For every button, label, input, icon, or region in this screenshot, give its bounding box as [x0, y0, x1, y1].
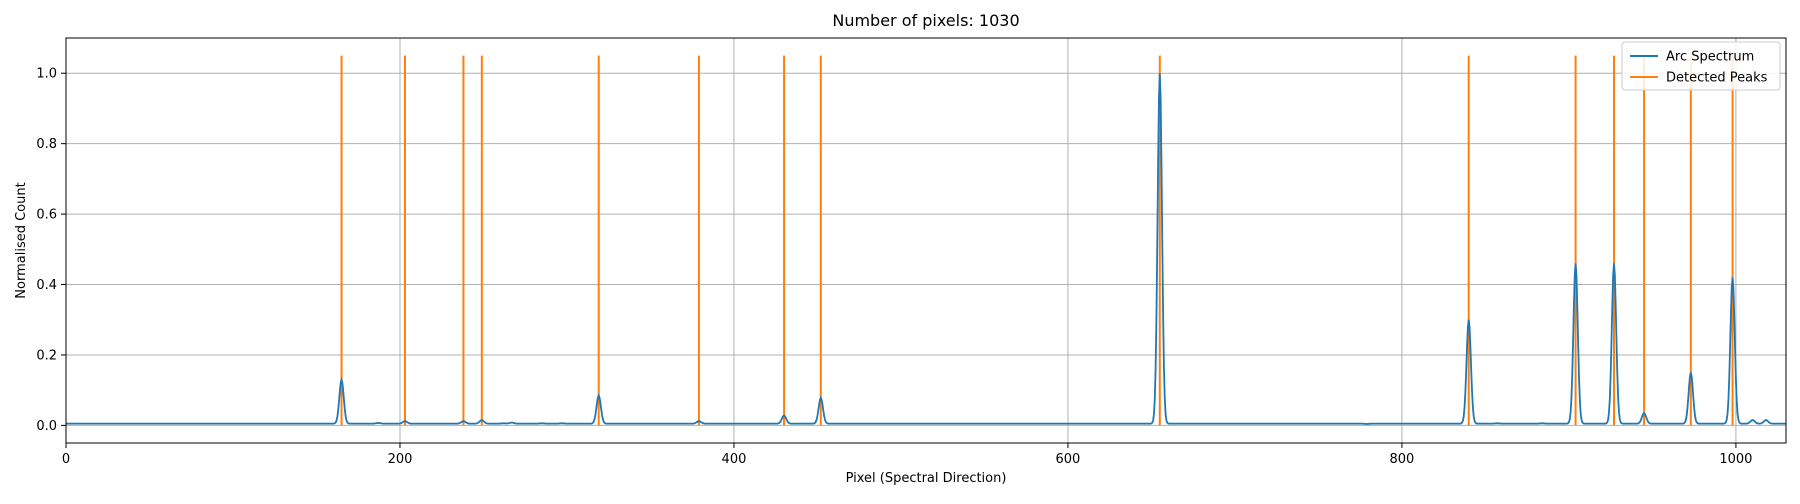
grid-lines: [65, 38, 1786, 443]
y-tick-label: 0.6: [36, 208, 57, 223]
x-tick-label: 800: [1390, 452, 1415, 467]
y-tick-label: 0.0: [36, 419, 57, 434]
axis-ticks: 0 200 400 600 800 1000 0.0 0.2 0.4 0.6 0.8 1.0: [36, 67, 1752, 467]
y-axis-title: Normalised Count: [14, 182, 29, 298]
legend-box: [1621, 41, 1781, 91]
legend-label-detected-peaks: Detected Peaks: [1666, 71, 1768, 86]
x-tick-label: 1000: [1719, 452, 1752, 467]
y-tick-label: 1.0: [36, 67, 57, 82]
x-tick-label: 400: [722, 452, 747, 467]
x-tick-label: 0: [62, 452, 70, 467]
y-tick-label: 0.2: [36, 348, 57, 363]
detected-peaks-series: [340, 55, 1734, 426]
y-tick-label: 0.4: [36, 278, 57, 293]
plot-frame: [65, 37, 1787, 444]
legend: Arc Spectrum Detected Peaks: [1621, 41, 1781, 91]
x-axis-title: Pixel (Spectral Direction): [846, 471, 1007, 486]
x-tick-label: 600: [1056, 452, 1081, 467]
arc-spectrum-line: [66, 73, 1786, 425]
legend-label-arc-spectrum: Arc Spectrum: [1666, 50, 1754, 65]
y-tick-label: 0.8: [36, 137, 57, 152]
arc-spectrum-series: [66, 73, 1786, 425]
chart-title: Number of pixels: 1030: [832, 11, 1019, 30]
x-tick-label: 200: [388, 452, 413, 467]
